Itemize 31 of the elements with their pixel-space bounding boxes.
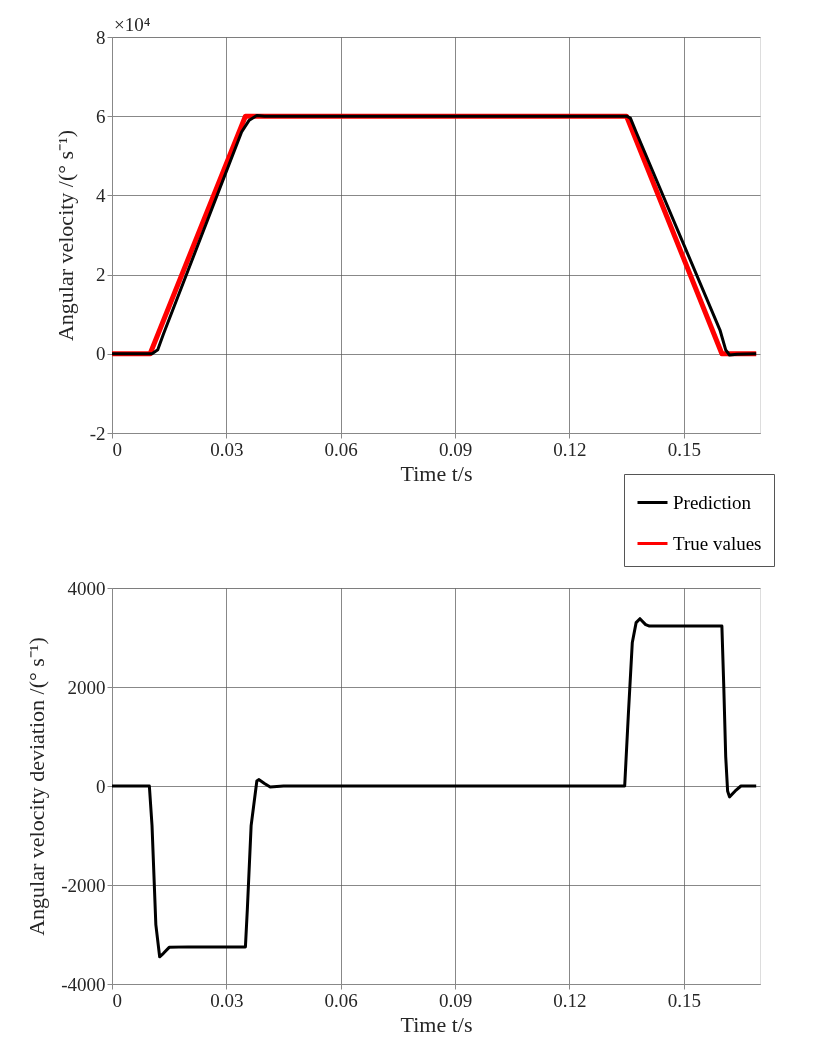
y-tick-label: 4 [96, 184, 106, 206]
x-tick-label: 0.06 [324, 438, 358, 460]
x-tick-label: 0.15 [667, 438, 701, 460]
y-tick-label: 0 [96, 343, 106, 365]
x-axis-title: Time t/s [400, 1011, 473, 1037]
y-tick-label: 2000 [67, 676, 106, 698]
line-series [112, 617, 758, 959]
legend-label: True values [673, 532, 762, 554]
y-tick-label: -2000 [61, 874, 106, 896]
x-axis-title: Time t/s [400, 460, 473, 486]
y-axis-title: Angular velocity deviation /(° s⁻¹) [24, 637, 50, 936]
x-tick-label: 0.09 [438, 989, 473, 1011]
y-tick-label: 0 [96, 775, 106, 797]
x-tick-label: 0.15 [667, 989, 701, 1011]
x-tick-label: 0.09 [438, 438, 473, 460]
x-tick-label: 0.06 [324, 989, 358, 1011]
y-tick-label: 2 [96, 264, 106, 286]
x-tick-label: 0.12 [553, 989, 587, 1011]
x-tick-label: 0 [112, 989, 122, 1011]
y-tick-label: 4000 [67, 577, 106, 599]
x-tick-label: 0 [112, 438, 122, 460]
legend-label: Prediction [673, 491, 752, 513]
y-tick-label: -4000 [61, 973, 106, 995]
y-tick-label: -2 [89, 422, 106, 444]
text: ×10⁴ [114, 14, 151, 35]
x-tick-label: 0.03 [210, 989, 244, 1011]
x-tick-label: 0.12 [553, 438, 587, 460]
y-tick-label: 8 [96, 26, 106, 48]
y-axis-title: Angular velocity /(° s⁻¹) [52, 129, 78, 342]
x-tick-label: 0.03 [210, 438, 244, 460]
y-tick-label: 6 [96, 105, 106, 127]
